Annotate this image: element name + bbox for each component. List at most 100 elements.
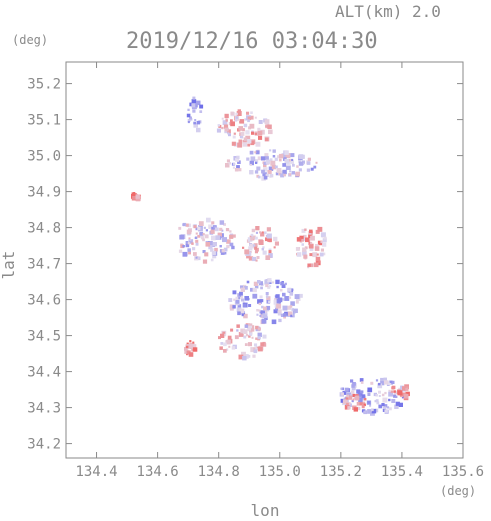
echo-cell	[227, 129, 231, 134]
echo-cell	[274, 165, 278, 169]
echo-cell	[370, 381, 374, 385]
echo-cell	[238, 168, 242, 172]
echo-cell	[250, 111, 253, 114]
echo-cell	[266, 227, 271, 232]
altitude-label: ALT(km)	[335, 2, 402, 21]
echo-cell	[245, 135, 251, 141]
echo-cell	[282, 305, 288, 311]
echo-cell	[223, 251, 227, 255]
echo-cell	[254, 151, 257, 154]
echo-cell	[342, 390, 347, 395]
echo-cell	[315, 229, 320, 234]
echo-cell	[204, 252, 209, 257]
echo-cell	[267, 285, 271, 289]
echo-cell	[228, 298, 233, 302]
echo-cell	[243, 335, 247, 339]
echo-cell	[262, 334, 267, 339]
echo-cell	[196, 127, 201, 133]
y-tick-label: 34.9	[27, 185, 61, 201]
echo-cell	[251, 328, 255, 332]
echo-cell	[275, 307, 279, 311]
echo-cell	[274, 241, 279, 246]
echo-cell	[234, 168, 239, 172]
echo-cell	[391, 399, 396, 403]
echo-cell	[280, 289, 283, 292]
echo-cell	[252, 287, 257, 293]
echo-cell	[384, 409, 388, 413]
echo-cell	[361, 394, 366, 399]
echo-cell	[182, 251, 188, 257]
echo-cell	[237, 296, 241, 300]
echo-cell	[265, 292, 269, 295]
echo-cell	[240, 132, 245, 136]
echo-cell	[254, 343, 258, 347]
y-tick-label: 34.7	[27, 257, 61, 273]
echo-cell	[367, 393, 371, 396]
echo-cell	[195, 239, 199, 243]
echo-cell	[319, 252, 324, 257]
echo-cell	[301, 243, 304, 246]
echo-cell	[232, 135, 236, 139]
echo-cell	[344, 405, 350, 410]
echo-cell	[195, 227, 199, 231]
echo-cell	[303, 234, 307, 239]
echo-cell	[270, 160, 276, 166]
echo-cell	[255, 347, 258, 350]
echo-cell	[351, 386, 356, 391]
altitude-value: 2.0	[412, 2, 441, 21]
echo-cell	[257, 130, 263, 136]
echo-cell	[264, 137, 269, 142]
echo-cell	[363, 403, 366, 407]
y-tick-label: 34.5	[27, 329, 61, 345]
echo-cell	[260, 232, 265, 237]
echo-cell	[289, 292, 294, 296]
echo-cell	[217, 124, 220, 127]
echo-cell	[219, 249, 224, 253]
echo-cell	[238, 139, 243, 144]
echo-cell	[219, 245, 222, 248]
echo-cell	[301, 228, 306, 233]
echo-cell	[375, 394, 378, 397]
x-unit-label: (deg)	[440, 484, 476, 498]
echo-cell	[191, 242, 194, 245]
echo-cell	[317, 240, 323, 246]
echo-cluster	[228, 278, 303, 325]
echo-cell	[360, 381, 364, 384]
echo-cluster	[295, 226, 327, 269]
echo-cell	[223, 223, 226, 226]
echo-cell	[188, 251, 191, 255]
echo-cell	[269, 149, 272, 152]
echo-cell	[185, 243, 190, 248]
echo-cell	[215, 235, 221, 240]
echo-cell	[131, 193, 136, 198]
echo-cell	[186, 342, 189, 345]
echo-cell	[295, 171, 300, 177]
echo-cell	[247, 139, 252, 144]
echo-cell	[135, 194, 140, 199]
echo-cell	[196, 120, 201, 125]
echo-cell	[257, 175, 261, 179]
echo-cell	[202, 233, 205, 236]
echo-cell	[347, 395, 352, 400]
echo-cell	[217, 232, 222, 237]
echo-cell	[276, 168, 282, 173]
echo-cell	[353, 407, 358, 412]
echo-cell	[282, 169, 287, 175]
echo-cell	[383, 377, 387, 382]
echo-cell	[267, 237, 272, 242]
echo-cell	[367, 387, 373, 393]
echo-cell	[206, 217, 211, 223]
echo-cell	[359, 378, 364, 382]
echo-cell	[199, 104, 204, 109]
echo-cell	[241, 298, 244, 302]
echo-cell	[235, 296, 239, 300]
echo-cell	[315, 244, 319, 248]
echo-cell	[373, 392, 377, 397]
echo-cell	[358, 397, 363, 403]
echo-cell	[359, 402, 363, 406]
echo-cell	[251, 336, 254, 339]
echo-cell	[383, 380, 389, 385]
echo-cell	[271, 165, 276, 170]
echo-cell	[196, 100, 201, 106]
echo-cell	[285, 165, 291, 170]
